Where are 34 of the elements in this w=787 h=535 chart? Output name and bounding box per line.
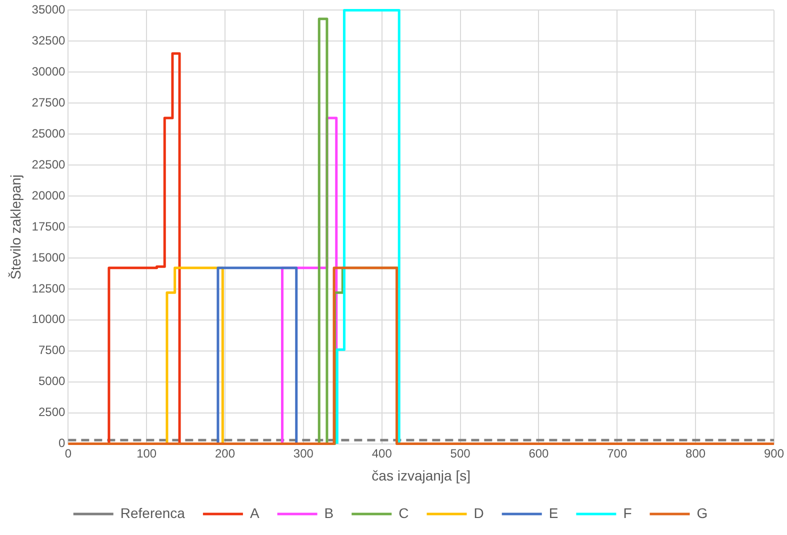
y-tick-label: 30000 — [32, 64, 66, 78]
x-tick-label: 100 — [136, 446, 157, 460]
legend-label: E — [548, 504, 558, 521]
legend-label: F — [623, 504, 632, 521]
y-tick-label: 25000 — [32, 126, 66, 140]
x-tick-label: 400 — [372, 446, 392, 460]
x-tick-label: 500 — [450, 446, 471, 460]
legend-label: B — [324, 504, 334, 521]
y-tick-label: 27500 — [32, 95, 66, 110]
legend-label: C — [398, 504, 409, 521]
y-tick-label: 20000 — [32, 188, 66, 202]
x-tick-label: 800 — [686, 446, 706, 460]
x-tick-label: 300 — [293, 446, 314, 460]
legend-label: Referenca — [120, 504, 186, 521]
legend-label: D — [474, 504, 484, 521]
y-axis-title: Število zaklepanj — [7, 174, 24, 280]
y-tick-label: 35000 — [32, 2, 66, 17]
y-tick-label: 32500 — [32, 33, 66, 48]
y-tick-label: 2500 — [38, 405, 66, 420]
y-tick-label: 17500 — [32, 219, 66, 234]
legend-label: G — [696, 504, 708, 521]
y-tick-label: 22500 — [32, 157, 66, 172]
x-tick-label: 700 — [607, 446, 628, 460]
y-tick-label: 15000 — [32, 250, 66, 264]
legend-label: A — [250, 504, 260, 521]
y-tick-label: 12500 — [32, 281, 66, 296]
y-tick-label: 7500 — [38, 343, 66, 358]
x-tick-label: 600 — [528, 446, 550, 460]
x-tick-label: 900 — [764, 446, 784, 460]
y-tick-label: 0 — [58, 436, 66, 450]
y-tick-label: 5000 — [38, 374, 66, 388]
x-tick-label: 200 — [215, 446, 236, 460]
y-tick-label: 10000 — [32, 312, 66, 326]
x-axis-title: čas izvajanja [s] — [372, 467, 470, 484]
